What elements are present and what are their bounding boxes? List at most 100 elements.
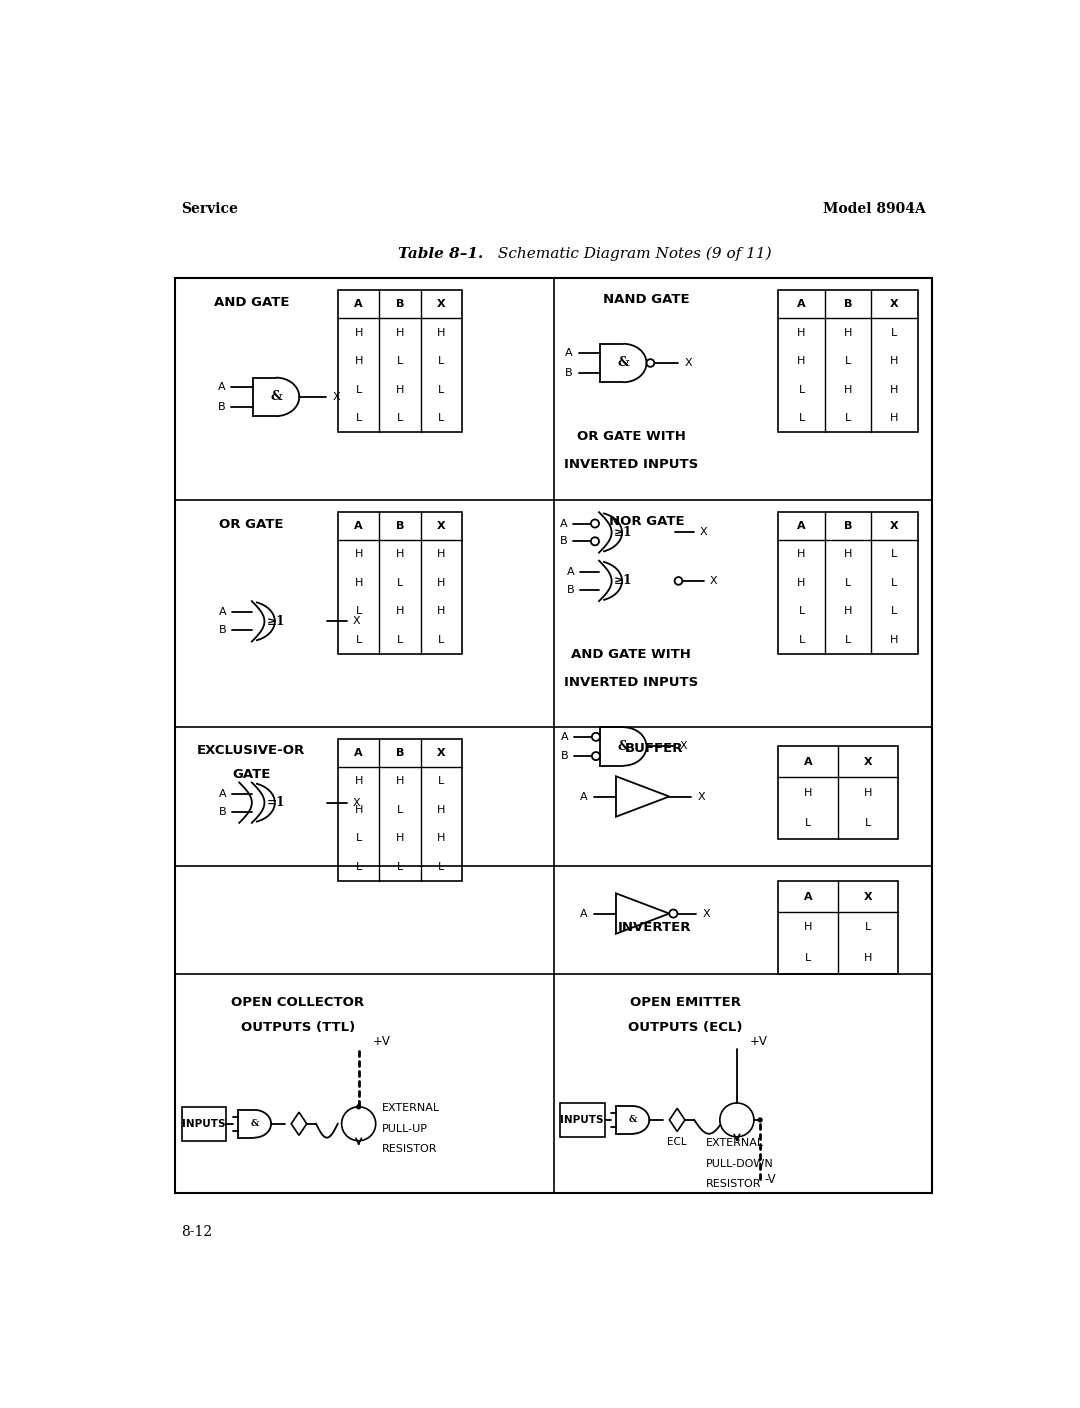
Text: L: L: [397, 356, 403, 366]
Text: +V: +V: [750, 1035, 767, 1048]
Text: L: L: [438, 635, 445, 645]
Text: INVERTED INPUTS: INVERTED INPUTS: [564, 676, 698, 689]
Text: H: H: [396, 384, 404, 394]
Bar: [779, 881, 899, 973]
Text: H: H: [437, 805, 446, 815]
Text: L: L: [798, 384, 805, 394]
Text: X: X: [700, 528, 707, 538]
Text: L: L: [438, 356, 445, 366]
Text: L: L: [891, 549, 897, 559]
Text: H: H: [354, 328, 363, 338]
Text: A: A: [219, 788, 227, 798]
Text: L: L: [355, 635, 362, 645]
Circle shape: [758, 1118, 762, 1122]
Text: L: L: [798, 635, 805, 645]
Text: L: L: [397, 805, 403, 815]
Text: L: L: [845, 356, 851, 366]
Polygon shape: [616, 776, 670, 817]
Text: X: X: [437, 298, 446, 310]
Bar: [779, 290, 918, 432]
Bar: [338, 290, 462, 432]
Text: X: X: [333, 391, 340, 401]
Text: X: X: [710, 576, 717, 586]
Text: PULL-UP: PULL-UP: [382, 1124, 428, 1135]
Text: X: X: [352, 617, 360, 627]
Text: H: H: [396, 607, 404, 617]
Text: A: A: [565, 348, 572, 359]
Text: B: B: [843, 298, 852, 310]
Text: L: L: [806, 953, 811, 963]
Text: H: H: [864, 787, 873, 798]
Text: L: L: [865, 818, 872, 828]
Text: +V: +V: [373, 1035, 391, 1048]
Text: A: A: [217, 382, 226, 393]
Circle shape: [675, 577, 683, 584]
Polygon shape: [670, 1108, 685, 1132]
Text: A: A: [567, 567, 575, 577]
Text: EXCLUSIVE-OR: EXCLUSIVE-OR: [198, 743, 306, 758]
Text: L: L: [397, 635, 403, 645]
Text: H: H: [396, 549, 404, 559]
Text: ≥1: ≥1: [615, 574, 633, 587]
Text: H: H: [396, 328, 404, 338]
Bar: [779, 511, 918, 655]
Text: BUFFER: BUFFER: [625, 742, 684, 755]
Text: H: H: [843, 384, 852, 394]
Text: H: H: [437, 607, 446, 617]
Text: X: X: [890, 521, 899, 531]
Text: OUTPUTS (TTL): OUTPUTS (TTL): [241, 1021, 355, 1033]
Text: INVERTED INPUTS: INVERTED INPUTS: [564, 458, 698, 472]
Text: A: A: [354, 298, 363, 310]
Text: H: H: [843, 607, 852, 617]
Bar: [175, 279, 932, 1193]
Text: L: L: [397, 862, 403, 872]
Text: L: L: [438, 413, 445, 422]
Text: L: L: [845, 635, 851, 645]
Text: X: X: [864, 891, 873, 901]
Bar: [338, 739, 462, 881]
Text: B: B: [219, 807, 227, 817]
Text: ≥1: ≥1: [267, 615, 285, 628]
Text: OPEN EMITTER: OPEN EMITTER: [630, 997, 741, 1010]
Text: X: X: [352, 798, 360, 808]
Text: Model 8904A: Model 8904A: [823, 201, 926, 215]
Text: L: L: [397, 577, 403, 587]
Text: &: &: [251, 1119, 258, 1128]
Bar: [338, 511, 462, 655]
Text: A: A: [354, 521, 363, 531]
Text: H: H: [437, 328, 446, 338]
Text: GATE: GATE: [232, 769, 270, 781]
Text: OR GATE: OR GATE: [219, 518, 283, 531]
Text: X: X: [680, 742, 688, 752]
Bar: [559, 1102, 605, 1136]
Text: H: H: [437, 549, 446, 559]
Text: Table 8–1.: Table 8–1.: [399, 246, 484, 260]
Text: NOR GATE: NOR GATE: [609, 515, 685, 528]
Text: L: L: [865, 922, 872, 932]
Text: L: L: [355, 862, 362, 872]
Text: 8-12: 8-12: [181, 1225, 213, 1239]
Text: H: H: [797, 577, 806, 587]
Text: RESISTOR: RESISTOR: [382, 1145, 437, 1155]
Text: B: B: [567, 584, 575, 594]
Text: AND GATE WITH: AND GATE WITH: [571, 648, 691, 660]
Text: NAND GATE: NAND GATE: [604, 293, 690, 307]
Text: &: &: [629, 1115, 637, 1125]
Text: L: L: [355, 834, 362, 843]
Circle shape: [592, 732, 600, 741]
Text: &: &: [618, 741, 630, 753]
Text: H: H: [437, 834, 446, 843]
Text: B: B: [217, 401, 226, 411]
Text: B: B: [396, 298, 404, 310]
Text: L: L: [355, 413, 362, 422]
Text: EXTERNAL: EXTERNAL: [382, 1104, 440, 1114]
Text: H: H: [437, 577, 446, 587]
Text: H: H: [354, 577, 363, 587]
Circle shape: [592, 752, 600, 760]
Text: X: X: [685, 358, 692, 367]
Text: ECL: ECL: [667, 1138, 687, 1148]
Text: X: X: [437, 748, 446, 758]
Text: L: L: [891, 328, 897, 338]
Text: H: H: [843, 549, 852, 559]
Text: L: L: [798, 413, 805, 422]
